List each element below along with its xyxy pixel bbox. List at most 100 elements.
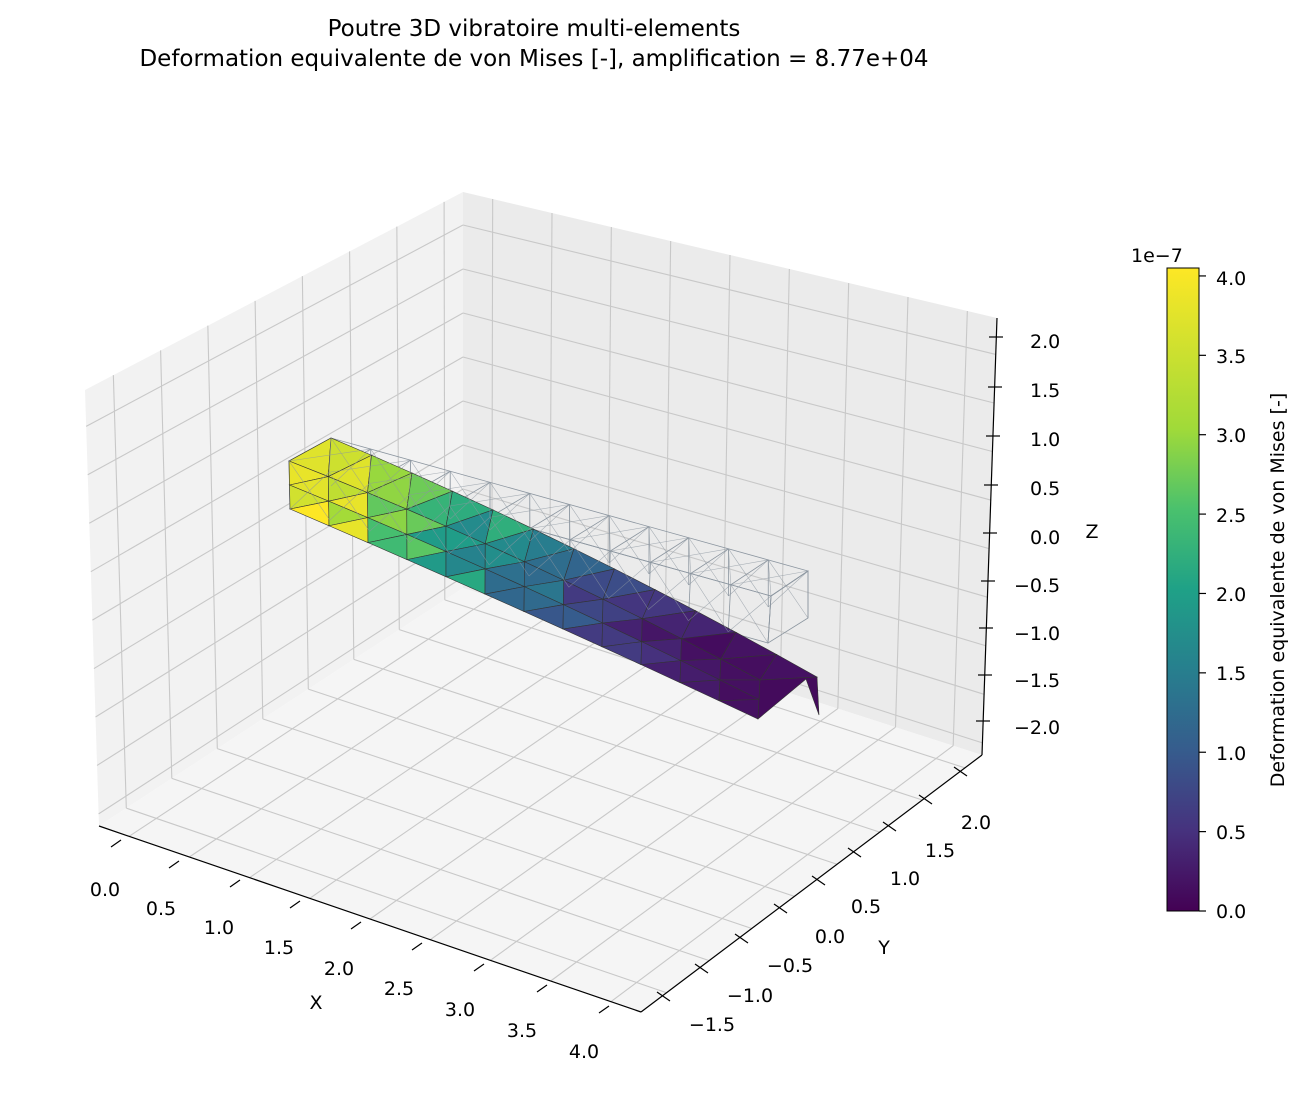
grid-line	[126, 807, 667, 994]
colorbar: 0.0 0.5 1.0 1.5 2.0 2.5 3.0 3.5 4.0 1e−7…	[1131, 245, 1289, 923]
end-face-element	[757, 676, 820, 720]
mesh-edge	[648, 526, 651, 563]
z-tick-label: 0.0	[1030, 527, 1060, 549]
y-tick	[882, 821, 897, 832]
grid-line	[112, 375, 127, 809]
colorbar-tick-label: 1.0	[1216, 743, 1246, 765]
mesh-edge	[608, 515, 611, 552]
y-tick	[953, 766, 968, 777]
grid-line	[87, 268, 464, 476]
mesh-edge	[370, 459, 411, 498]
mesh-edge	[569, 504, 571, 540]
colorbar-tick-label: 3.0	[1216, 425, 1246, 447]
mesh-edge	[328, 437, 332, 473]
grid-line	[308, 688, 838, 865]
mesh-edge	[410, 471, 451, 509]
x-tick	[473, 963, 485, 972]
y-tick	[656, 991, 671, 1002]
z-axis-label: Z	[1085, 521, 1098, 543]
colorbar-tick-label: 0.5	[1216, 822, 1246, 844]
grid-line	[353, 658, 880, 833]
grid-line	[217, 748, 753, 929]
mesh-edge	[768, 570, 809, 608]
grid-line	[462, 400, 990, 550]
z-tick-label: 0.5	[1030, 478, 1060, 500]
mesh-edge	[688, 537, 691, 574]
x-tick	[110, 839, 122, 848]
y-tick-label: 0.5	[851, 896, 881, 918]
colorbar-tick-label: 0.0	[1216, 901, 1246, 923]
mesh-edge	[688, 548, 729, 586]
mesh-edge	[690, 548, 729, 574]
mesh-edge	[648, 537, 689, 575]
grid-line	[160, 350, 173, 779]
mesh-edge	[767, 595, 772, 644]
mesh-edge	[489, 493, 530, 531]
grid-line	[96, 532, 464, 766]
y-tick-label: −1.5	[689, 1014, 735, 1036]
grid-line	[128, 596, 493, 837]
mesh-edge	[569, 515, 610, 553]
y-tick-label: −1.0	[727, 985, 773, 1007]
grid-line	[429, 689, 781, 941]
mesh-edge	[330, 448, 371, 487]
grid-line	[98, 576, 464, 815]
mesh-edge	[529, 504, 570, 542]
title-line-2: Deformation equivalente de von Mises [-]…	[139, 46, 929, 72]
z-axis: −2.0 −1.5 −1.0 −0.5 0.0 0.5 1.0 1.5 2.0 …	[976, 317, 1099, 756]
z-tick-label: 1.5	[1030, 380, 1060, 402]
title-line-1: Poutre 3D vibratoire multi-elements	[327, 16, 741, 42]
grid-line	[254, 300, 264, 719]
z-tick-label: 1.0	[1030, 429, 1060, 451]
z-axis-line	[981, 317, 998, 756]
y-tick-label: 0.0	[815, 926, 845, 948]
mesh-edge	[728, 559, 769, 597]
grid-line	[396, 226, 400, 630]
grid-line	[369, 671, 723, 920]
colorbar-tick-label: 2.5	[1216, 505, 1246, 527]
mesh-edge	[529, 504, 570, 529]
y-tick	[918, 794, 933, 805]
x-tick-label: 0.5	[146, 898, 176, 920]
grid-line	[610, 745, 954, 1003]
undeformed-mesh-overlay	[288, 437, 809, 644]
mesh-edge	[409, 505, 450, 543]
mesh-edge	[610, 526, 650, 552]
grid-line	[462, 356, 991, 501]
grid-line	[462, 268, 995, 404]
y-axis: −1.5 −1.0 −0.5 0.0 0.5 1.0 1.5 2.0 Y	[640, 754, 991, 1036]
mesh-edge	[289, 472, 330, 510]
mesh-edge	[329, 483, 370, 521]
z-tick-label: −1.5	[1014, 670, 1060, 692]
grid-line	[462, 224, 996, 355]
grid-line	[189, 615, 550, 858]
x-tick-label: 1.5	[264, 937, 294, 959]
mesh-edge	[528, 539, 571, 577]
colorbar-tick-label: 1.5	[1216, 663, 1246, 685]
deformed-beam	[288, 437, 820, 720]
y-tick	[773, 903, 788, 914]
x-tick-label: 3.5	[507, 1020, 537, 1042]
grid-line	[90, 356, 464, 573]
x-tick	[536, 984, 548, 993]
chart-title: Poutre 3D vibratoire multi-elements Defo…	[0, 14, 1068, 74]
x-tick	[229, 879, 241, 888]
grid-line	[952, 310, 968, 746]
mesh-edge	[449, 517, 491, 554]
x-tick-label: 0.0	[90, 879, 120, 901]
x-tick-label: 3.0	[445, 999, 475, 1021]
mesh-edge	[650, 537, 689, 563]
colorbar-tick-label: 2.0	[1216, 584, 1246, 606]
mesh-edge	[450, 482, 491, 520]
mesh-edge	[369, 494, 410, 532]
y-axis-line	[640, 754, 983, 1013]
x-tick-label: 1.0	[204, 917, 234, 939]
grid-line	[399, 629, 923, 801]
y-tick-label: −0.5	[767, 955, 813, 977]
y-tick	[811, 875, 826, 886]
mesh-edge	[728, 548, 732, 585]
grid-line	[89, 312, 464, 524]
mesh-edge	[688, 584, 732, 621]
grid-line	[550, 726, 896, 982]
y-axis-label: Y	[877, 937, 890, 959]
